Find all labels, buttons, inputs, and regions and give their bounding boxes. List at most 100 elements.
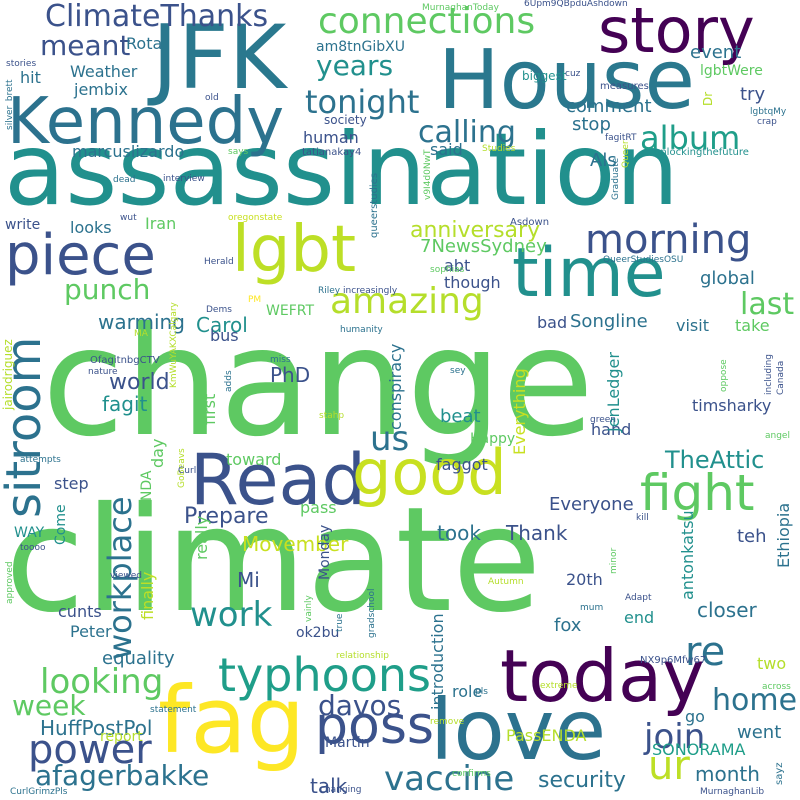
word-green: green xyxy=(590,415,616,425)
word-last: last xyxy=(740,287,795,322)
word-adds: adds xyxy=(224,370,234,392)
word-adapt: Adapt xyxy=(625,593,652,603)
word-warming: warming xyxy=(98,310,185,334)
word-morning: morning xyxy=(585,217,752,263)
word-ok2bu: ok2bu xyxy=(296,625,340,641)
word-wut: wut xyxy=(120,213,137,223)
word-meant: meant xyxy=(40,29,131,62)
word-really: really xyxy=(192,515,211,560)
word-toward: toward xyxy=(226,450,282,469)
word-lgbtwere: lgbtWere xyxy=(700,63,763,79)
word-ma: MA xyxy=(134,329,148,339)
word-studies: Studies xyxy=(482,144,516,154)
word-faggot: faggot xyxy=(436,455,488,474)
word-riley: Riley xyxy=(318,286,341,296)
word-timsharky: timsharky xyxy=(692,396,772,415)
word-take: take xyxy=(735,316,770,335)
word-afagerbakke: afagerbakke xyxy=(35,759,210,792)
word-cunts: cunts xyxy=(58,602,102,621)
word-everything: Everything xyxy=(510,368,529,455)
word-statement: statement xyxy=(150,705,197,715)
word-says: says xyxy=(228,147,249,157)
word-jairodriguez: jairodriguez xyxy=(1,339,15,410)
word-tonight: tonight xyxy=(305,83,420,121)
word-climate: climate xyxy=(5,476,542,645)
word-calling: calling xyxy=(418,115,516,150)
word-true: true xyxy=(335,613,345,632)
word-assassination: assassination xyxy=(4,111,679,228)
word-mi: Mi xyxy=(237,568,260,592)
word-punch: punch xyxy=(64,273,151,306)
word-introduction: introduction xyxy=(428,613,447,710)
word-vaccine: vaccine xyxy=(384,759,515,799)
word-global: global xyxy=(700,268,755,289)
word-pm: PM xyxy=(248,295,262,305)
word-house: House xyxy=(438,33,695,128)
word-unlockingthefuture: unlockingthefuture xyxy=(654,147,749,158)
word-re: re xyxy=(685,629,726,675)
word-report: report xyxy=(100,729,143,745)
word-sayz: sayz xyxy=(774,762,785,785)
word-go: go xyxy=(685,707,705,726)
word-rota: Rota xyxy=(126,34,163,53)
word-fox: fox xyxy=(554,615,582,636)
word-us: us xyxy=(370,419,410,459)
word-looks: looks xyxy=(70,218,112,237)
word-iran: Iran xyxy=(145,214,177,233)
word-gradschool: gradschool xyxy=(367,588,377,639)
word-beat: beat xyxy=(440,406,481,427)
word-love: love xyxy=(430,681,607,779)
word-visit: visit xyxy=(676,316,709,335)
word-stahp: stahp xyxy=(319,411,345,421)
word-queerstudiesosu: QueerStudiesOSU xyxy=(603,255,684,265)
word-lgbt: lgbt xyxy=(232,213,357,287)
word-canada: Canada xyxy=(776,360,786,395)
word-6upm9qbpduashdown: 6Upm9QBpduAshdown xyxy=(524,0,628,9)
word-thank: Thank xyxy=(506,521,568,545)
word-dr: Dr xyxy=(701,91,715,106)
word-teh: teh xyxy=(737,526,767,547)
word-connections: connections xyxy=(318,1,536,42)
word-angel: angel xyxy=(765,431,790,441)
word-amazing: amazing xyxy=(330,281,484,322)
word-happy: Happy xyxy=(470,431,516,447)
word-month: month xyxy=(695,762,760,786)
word-across: across xyxy=(762,682,791,692)
word-confirms: confirms xyxy=(452,769,491,779)
word-kennedy: Kennedy xyxy=(7,85,285,159)
word-lgbtqmy: lgbtqMy xyxy=(750,107,787,117)
word-good: good xyxy=(352,436,507,509)
word-first: first xyxy=(200,393,219,425)
word-asdown: Asdown xyxy=(510,217,550,228)
word-curlgrimzpls: CurlGrimzPls xyxy=(10,787,68,797)
word-society: society xyxy=(324,113,367,127)
word-enda: ENDA xyxy=(139,470,155,510)
word-carol: Carol xyxy=(196,313,248,337)
word-role: role xyxy=(452,682,483,701)
word-everyone: Everyone xyxy=(549,494,634,515)
word-anniversary: anniversary xyxy=(410,218,541,243)
word-day: day xyxy=(148,438,167,468)
word-took: took xyxy=(437,521,481,545)
word-comment: comment xyxy=(566,96,652,117)
word-fag: fag xyxy=(158,667,306,774)
word-stop: stop xyxy=(572,114,611,135)
word-tatianakay4: tatianakay4 xyxy=(302,147,362,158)
word-changing: changing xyxy=(320,785,362,795)
word-minor: minor xyxy=(609,547,619,574)
word-way: WAY xyxy=(14,525,45,541)
word-hand: hand xyxy=(591,420,632,439)
word-am8tngibxu: am8tnGibXU xyxy=(316,39,405,55)
word-time: time xyxy=(512,234,666,313)
word-nature: nature xyxy=(88,367,118,377)
word-bus: bus xyxy=(210,326,239,345)
word-week: week xyxy=(12,689,86,722)
word-curl: Curl xyxy=(178,466,197,476)
word-including: including xyxy=(764,354,774,395)
word-songline: Songline xyxy=(570,311,648,332)
word-old: old xyxy=(205,93,219,103)
word-interview: interview xyxy=(163,174,205,184)
word-pass: pass xyxy=(300,498,337,517)
word-abt: abt xyxy=(444,256,471,275)
